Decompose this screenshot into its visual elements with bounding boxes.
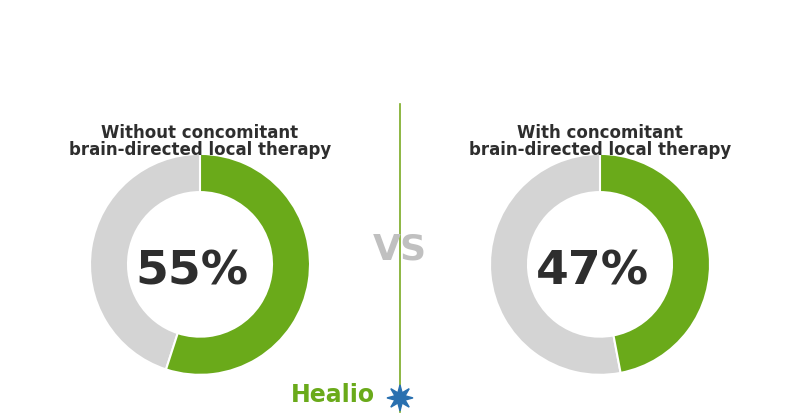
Text: With concomitant: With concomitant	[517, 124, 683, 142]
Wedge shape	[490, 154, 621, 375]
Text: brain-directed local therapy: brain-directed local therapy	[469, 141, 731, 159]
Wedge shape	[90, 154, 200, 370]
Polygon shape	[387, 385, 413, 411]
Text: for brain metastases from renal cell carcinoma: for brain metastases from renal cell car…	[116, 62, 684, 82]
Wedge shape	[600, 154, 710, 373]
Text: brain-directed local therapy: brain-directed local therapy	[69, 141, 331, 159]
Text: 47%: 47%	[535, 250, 649, 295]
Text: Without concomitant: Without concomitant	[102, 124, 298, 142]
Text: 55%: 55%	[135, 250, 249, 295]
Text: VS: VS	[373, 232, 427, 266]
Text: Intracranial response rate with cabozantinib: Intracranial response rate with cabozant…	[130, 26, 670, 47]
Wedge shape	[166, 154, 310, 375]
Text: Healio: Healio	[291, 383, 375, 407]
